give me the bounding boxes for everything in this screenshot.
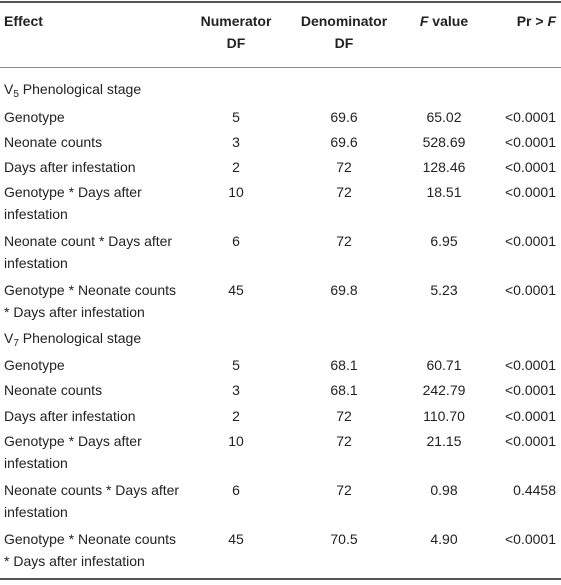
section-label-text: Phenological stage: [18, 81, 142, 97]
row-f-value: 528.69: [422, 134, 466, 150]
row-f-value: 242.79: [422, 382, 466, 398]
row-num-df: 2: [232, 159, 240, 175]
row-f-value: 110.70: [423, 408, 465, 424]
row-den-df: 70.5: [330, 531, 358, 547]
row-f-value: 128.46: [422, 159, 466, 175]
header-f-italic: F: [419, 13, 429, 29]
row-effect-line1: Neonate counts * Days after: [4, 482, 180, 498]
row-effect: Neonate counts: [4, 134, 103, 150]
row-num-df: 5: [232, 109, 240, 125]
row-den-df: 69.6: [330, 109, 358, 125]
row-den-df: 72: [336, 233, 352, 249]
row-f-value: 4.90: [430, 531, 458, 547]
row-effect: Genotype * Days after infestation: [4, 430, 142, 474]
row-f-value: 18.51: [426, 184, 462, 200]
row-den-df: 68.1: [330, 357, 358, 373]
row-den-df: 72: [336, 184, 352, 200]
row-num-df: 6: [232, 482, 240, 498]
row-effect: Genotype * Neonate counts * Days after i…: [4, 528, 176, 572]
row-den-df: 72: [336, 408, 352, 424]
row-effect-line2: infestation: [4, 455, 68, 471]
row-effect: Neonate counts: [4, 382, 103, 398]
row-den-df: 69.6: [330, 134, 358, 150]
table-top-rule: [0, 1, 561, 3]
row-effect: Genotype * Days after infestation: [4, 181, 142, 225]
row-num-df: 6: [232, 233, 240, 249]
row-f-value: 5.23: [430, 282, 458, 298]
row-effect-line2: * Days after infestation: [4, 304, 145, 320]
row-p-value: <0.0001: [505, 408, 556, 424]
row-effect-line2: infestation: [4, 504, 68, 520]
row-num-df: 10: [228, 433, 244, 449]
header-denominator-line1: Denominator: [300, 13, 388, 29]
row-den-df: 72: [336, 159, 352, 175]
row-p-value: <0.0001: [505, 233, 556, 249]
row-effect: Genotype: [4, 109, 65, 125]
header-denominator-line2: DF: [334, 35, 354, 51]
row-f-value: 6.95: [430, 233, 458, 249]
row-num-df: 10: [228, 184, 244, 200]
header-effect: Effect: [4, 13, 43, 29]
row-effect: Neonate counts * Days after infestation: [4, 479, 179, 523]
row-f-value: 0.98: [430, 482, 458, 498]
row-f-value: 60.71: [426, 357, 462, 373]
header-pr-prefix: Pr >: [516, 13, 548, 29]
row-effect-line1: Genotype * Days after: [4, 433, 142, 449]
row-p-value: <0.0001: [505, 382, 556, 398]
row-effect: Days after infestation: [4, 408, 136, 424]
header-rule: [0, 67, 561, 68]
row-effect-line2: * Days after infestation: [4, 553, 145, 569]
section-label-text: Phenological stage: [18, 330, 142, 346]
row-effect-line1: Genotype * Neonate counts: [4, 282, 177, 298]
row-effect-line2: infestation: [4, 255, 68, 271]
header-pr-italic: F: [547, 13, 556, 29]
header-numerator-df: Numerator DF: [198, 10, 274, 54]
row-num-df: 3: [232, 382, 240, 398]
row-f-value: 21.15: [426, 433, 462, 449]
row-effect-line2: infestation: [4, 206, 68, 222]
row-num-df: 5: [232, 357, 240, 373]
row-p-value: 0.4458: [513, 482, 556, 498]
row-p-value: <0.0001: [505, 134, 556, 150]
row-effect: Neonate count * Days after infestation: [4, 230, 172, 274]
header-f-value: F value: [392, 10, 496, 32]
header-pr-f: Pr > F: [472, 10, 556, 32]
row-effect-line1: Genotype * Days after: [4, 184, 142, 200]
row-effect-line1: Genotype * Neonate counts: [4, 531, 177, 547]
row-num-df: 2: [232, 408, 240, 424]
row-p-value: <0.0001: [505, 357, 556, 373]
row-num-df: 45: [228, 531, 244, 547]
header-numerator-line2: DF: [226, 35, 246, 51]
row-effect: Genotype: [4, 357, 65, 373]
row-p-value: <0.0001: [505, 159, 556, 175]
row-num-df: 3: [232, 134, 240, 150]
header-denominator-df: Denominator DF: [285, 10, 403, 54]
header-numerator-line1: Numerator: [200, 13, 272, 29]
row-den-df: 72: [336, 482, 352, 498]
table-bottom-rule: [0, 578, 561, 580]
row-den-df: 68.1: [330, 382, 358, 398]
section-label-prefix: V: [4, 330, 14, 346]
row-num-df: 45: [228, 282, 244, 298]
section-label-v7: V7 Phenological stage: [4, 327, 141, 355]
row-p-value: <0.0001: [505, 282, 556, 298]
row-f-value: 65.02: [426, 109, 462, 125]
row-p-value: <0.0001: [505, 433, 556, 449]
row-p-value: <0.0001: [505, 531, 556, 547]
row-p-value: <0.0001: [505, 109, 556, 125]
row-effect-line1: Neonate count * Days after: [4, 233, 173, 249]
row-effect: Days after infestation: [4, 159, 136, 175]
section-label-prefix: V: [4, 81, 14, 97]
row-den-df: 69.8: [330, 282, 358, 298]
row-effect: Genotype * Neonate counts * Days after i…: [4, 279, 176, 323]
section-label-subscript: 5: [13, 89, 19, 100]
header-f-rest: value: [428, 13, 469, 29]
row-den-df: 72: [336, 433, 352, 449]
section-label-v5: V5 Phenological stage: [4, 78, 141, 106]
section-label-subscript: 7: [13, 338, 19, 349]
row-p-value: <0.0001: [505, 184, 556, 200]
